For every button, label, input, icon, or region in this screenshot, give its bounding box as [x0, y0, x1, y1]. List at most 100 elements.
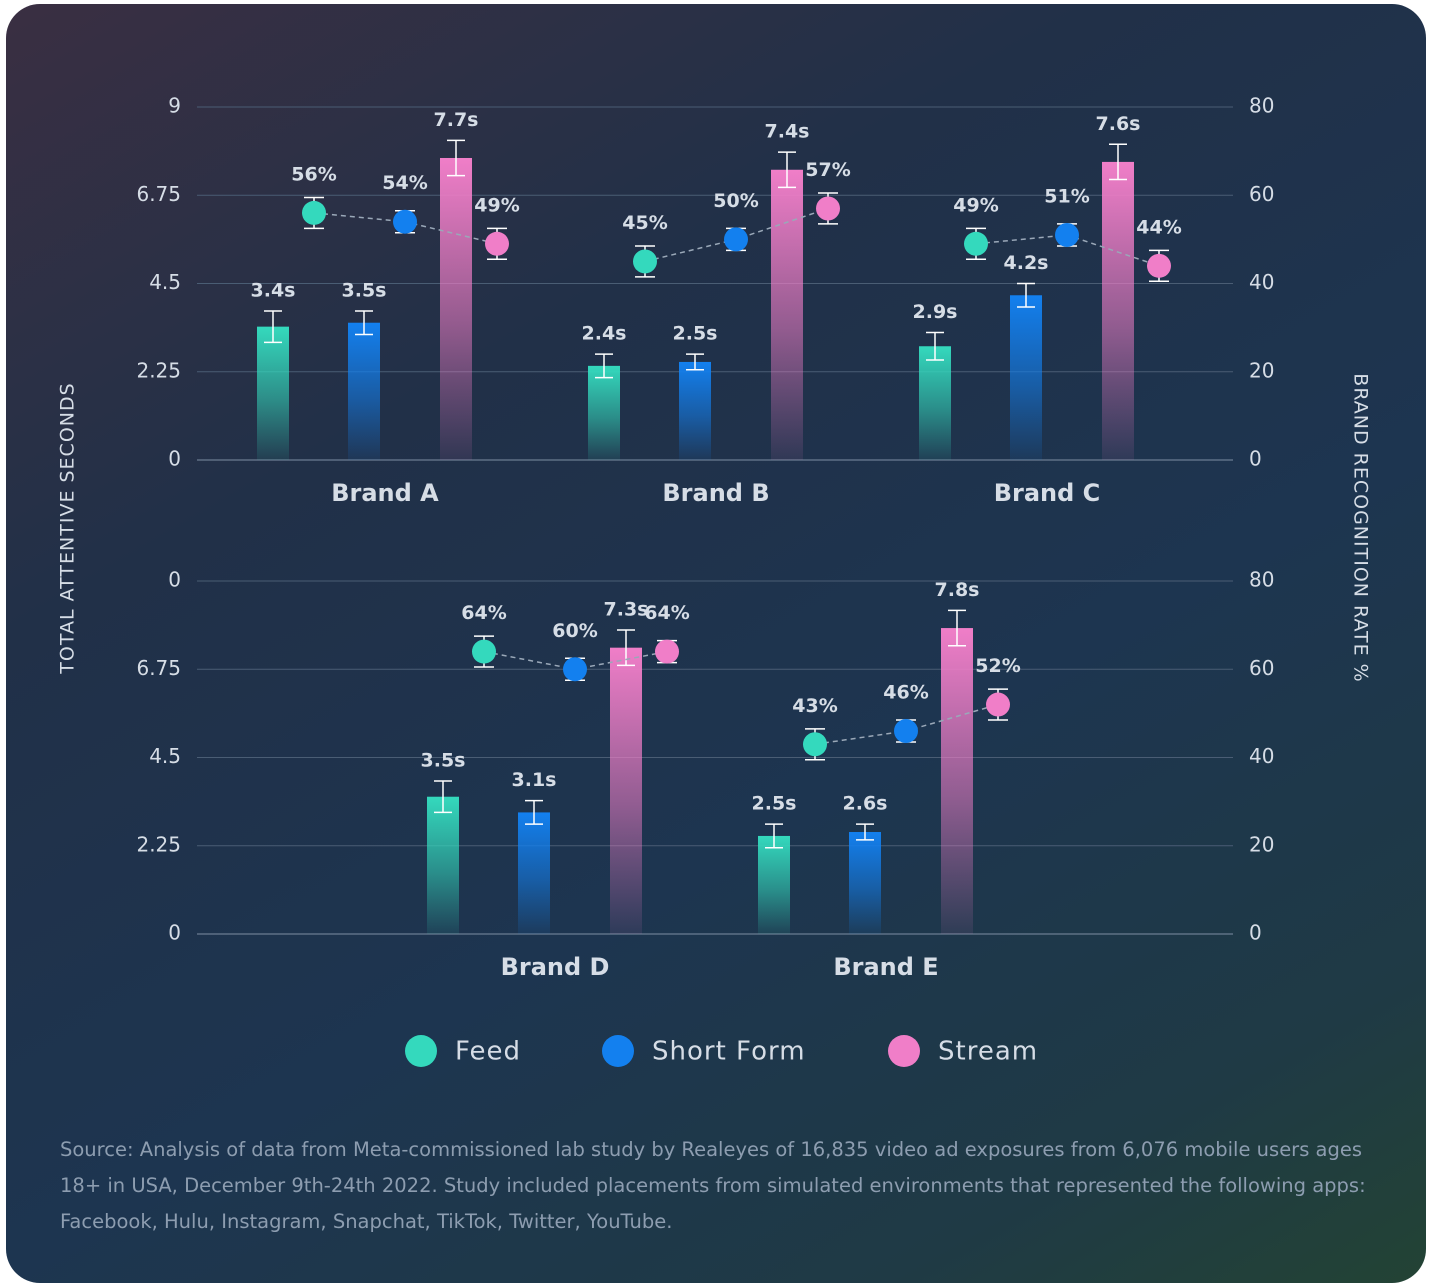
- error-bar: [434, 780, 452, 814]
- rate-dot: [964, 231, 988, 256]
- value-label: 2.5s: [752, 793, 797, 815]
- value-label: 7.7s: [434, 109, 479, 131]
- rate-dot: [302, 200, 326, 225]
- value-label: 2.5s: [673, 323, 718, 345]
- rate-label: 54%: [382, 172, 427, 194]
- value-label: 3.5s: [421, 750, 466, 772]
- category-label: Brand D: [501, 953, 610, 981]
- error-bar: [686, 353, 704, 371]
- legend-label: Stream: [938, 1037, 1038, 1067]
- error-bar: [595, 353, 613, 379]
- value-label: 2.6s: [843, 793, 888, 815]
- rate-label: 64%: [644, 602, 689, 624]
- rate-label: 64%: [461, 602, 506, 624]
- rate-label: 46%: [883, 682, 928, 704]
- value-label: 2.9s: [913, 301, 958, 323]
- legend-label: Feed: [455, 1037, 521, 1067]
- legend-swatch: [888, 1035, 920, 1067]
- y-tick-label: 0: [168, 568, 181, 592]
- rate-label: 44%: [1136, 216, 1181, 238]
- error-bar: [856, 823, 874, 841]
- legend-label: Short Form: [652, 1037, 806, 1067]
- value-label: 4.2s: [1004, 252, 1049, 274]
- rate-dot: [894, 719, 918, 744]
- bar: [440, 157, 472, 460]
- value-label: 7.6s: [1096, 113, 1141, 135]
- error-bar: [1109, 143, 1127, 181]
- bar: [941, 628, 973, 934]
- y2-tick-label: 20: [1249, 832, 1274, 856]
- error-bar: [948, 609, 966, 647]
- bar: [849, 832, 881, 934]
- rate-label: 52%: [975, 655, 1020, 677]
- y-tick-label: 9: [168, 94, 181, 118]
- rate-dot: [633, 249, 657, 274]
- bar: [919, 346, 951, 460]
- y-tick-label: 6.75: [136, 656, 181, 680]
- y-axis-label: TOTAL ATTENTIVE SECONDS: [57, 382, 79, 674]
- y2-tick-label: 60: [1249, 656, 1274, 680]
- rate-label: 43%: [792, 695, 837, 717]
- bar: [758, 835, 790, 934]
- bar: [771, 169, 803, 460]
- error-bar: [447, 139, 465, 177]
- bar: [257, 326, 289, 460]
- legend-swatch: [602, 1035, 634, 1067]
- y2-axis-label: BRAND RECOGNITION RATE %: [1350, 373, 1372, 682]
- rate-dot: [393, 209, 417, 234]
- rate-dot: [1055, 222, 1079, 247]
- y2-tick-label: 40: [1249, 744, 1274, 768]
- y-tick-label: 4.5: [149, 270, 181, 294]
- y-tick-label: 0: [168, 447, 181, 471]
- error-bar: [355, 310, 373, 336]
- value-label: 3.1s: [512, 769, 557, 791]
- y2-tick-label: 40: [1249, 270, 1274, 294]
- value-label: 7.8s: [935, 579, 980, 601]
- y2-tick-label: 60: [1249, 182, 1274, 206]
- error-bar: [765, 823, 783, 849]
- rate-dot: [816, 196, 840, 221]
- y-tick-label: 4.5: [149, 744, 181, 768]
- bar: [1010, 295, 1042, 460]
- error-bar: [778, 151, 796, 189]
- rate-dot: [724, 227, 748, 252]
- y-tick-label: 2.25: [136, 832, 181, 856]
- error-bar: [525, 799, 543, 825]
- category-label: Brand A: [331, 479, 439, 507]
- y2-tick-label: 80: [1249, 94, 1274, 118]
- bar: [679, 361, 711, 460]
- rate-label: 60%: [552, 620, 597, 642]
- category-label: Brand E: [833, 953, 938, 981]
- y2-tick-label: 80: [1249, 568, 1274, 592]
- bar: [518, 812, 550, 934]
- value-label: 7.3s: [604, 599, 649, 621]
- rate-dot: [472, 639, 496, 664]
- bar: [348, 322, 380, 460]
- value-label: 7.4s: [765, 121, 810, 143]
- error-bar: [264, 310, 282, 344]
- rate-dot: [986, 692, 1010, 717]
- category-label: Brand C: [994, 479, 1101, 507]
- rate-label: 49%: [474, 194, 519, 216]
- rate-dot: [1147, 253, 1171, 278]
- bar: [610, 647, 642, 934]
- category-label: Brand B: [662, 479, 769, 507]
- error-bar: [1017, 282, 1035, 308]
- value-label: 3.4s: [251, 279, 296, 301]
- legend-swatch: [405, 1035, 437, 1067]
- y-tick-label: 2.25: [136, 358, 181, 382]
- rate-label: 51%: [1044, 185, 1089, 207]
- rate-label: 45%: [622, 212, 667, 234]
- y2-tick-label: 0: [1249, 447, 1262, 471]
- value-label: 2.4s: [582, 323, 627, 345]
- bar: [588, 365, 620, 460]
- rate-label: 49%: [953, 194, 998, 216]
- y-tick-label: 6.75: [136, 182, 181, 206]
- y2-tick-label: 20: [1249, 358, 1274, 382]
- rate-dot: [485, 231, 509, 256]
- card: [6, 4, 1426, 1283]
- rate-label: 50%: [713, 190, 758, 212]
- value-label: 3.5s: [342, 279, 387, 301]
- rate-dot: [803, 732, 827, 757]
